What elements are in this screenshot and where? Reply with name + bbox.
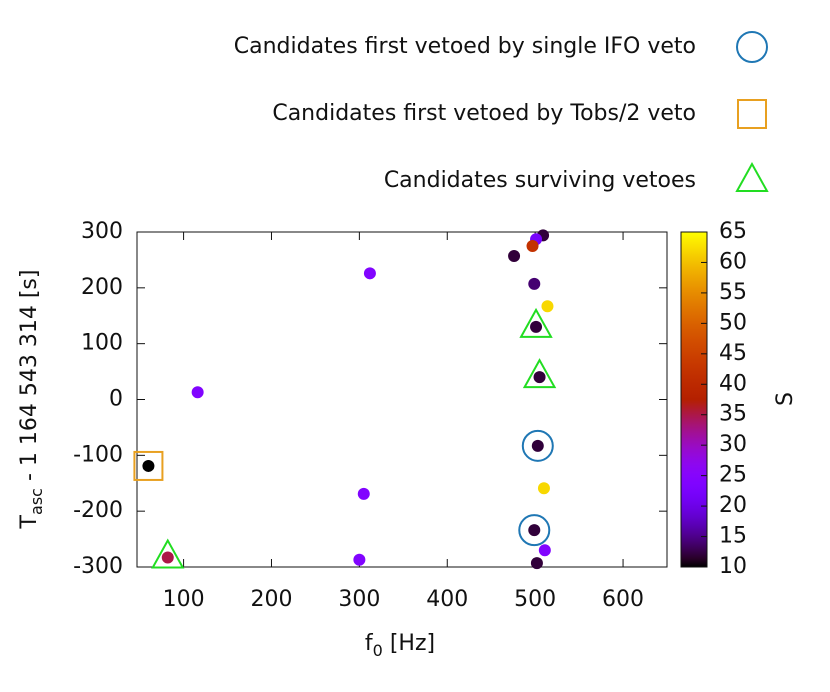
x-label-main: f [365, 631, 374, 656]
x-axis-label: f0 [Hz] [365, 631, 435, 660]
y-tick-label: -200 [73, 498, 123, 523]
point [533, 371, 546, 384]
x-tick-label: 300 [338, 587, 380, 612]
x-tick-label: 400 [426, 587, 468, 612]
legend-label: Candidates surviving vetoes [384, 168, 696, 193]
colorbar-tick-label: 15 [719, 524, 747, 549]
point [357, 487, 370, 500]
y-tick-label: 200 [81, 275, 123, 300]
veto-marker [521, 429, 554, 462]
colorbar-tick-label: 65 [719, 219, 747, 244]
colorbar-tick-label: 20 [719, 493, 747, 518]
y-tick-label: 100 [81, 331, 123, 356]
point [528, 277, 541, 290]
legend-symbol [737, 99, 767, 129]
colorbar-tick-label: 30 [719, 432, 747, 457]
colorbar-label: S [773, 392, 798, 406]
colorbar-tick-label: 25 [719, 463, 747, 488]
colorbar-tick-label: 35 [719, 402, 747, 427]
x-label-sub: 0 [373, 641, 383, 660]
y-tick-label: -300 [73, 554, 123, 579]
veto-marker [133, 450, 164, 481]
legend-symbol [736, 31, 768, 63]
y-label-rest: - 1 164 543 314 [s] [17, 270, 42, 489]
veto-marker [518, 514, 551, 547]
point [508, 250, 521, 263]
x-tick-label: 100 [163, 587, 205, 612]
x-label-rest: [Hz] [383, 631, 435, 656]
point [530, 557, 543, 570]
x-tick-label: 500 [514, 587, 556, 612]
point [353, 553, 366, 566]
point [531, 439, 544, 452]
y-axis-label: Tasc - 1 164 543 314 [s] [17, 270, 46, 530]
point [538, 544, 551, 557]
colorbar-tick-label: 45 [719, 341, 747, 366]
point [142, 459, 155, 472]
y-label-main: T [17, 514, 42, 529]
colorbar-tick-label: 40 [719, 371, 747, 396]
legend-symbol [735, 161, 769, 192]
point [191, 386, 204, 399]
y-tick-label: 0 [109, 387, 123, 412]
point [530, 320, 543, 333]
y-tick-label: 300 [81, 219, 123, 244]
colorbar-tick-label: 50 [719, 310, 747, 335]
legend-label: Candidates first vetoed by Tobs/2 veto [272, 101, 696, 126]
plot-frame [136, 231, 668, 568]
colorbar-tick-label: 55 [719, 280, 747, 305]
point [537, 482, 550, 495]
point [541, 300, 554, 313]
point [161, 551, 174, 564]
colorbar-tick-label: 10 [719, 554, 747, 579]
colorbar-tick-label: 60 [719, 249, 747, 274]
y-label-sub: asc [27, 488, 46, 515]
x-tick-label: 200 [250, 587, 292, 612]
point [526, 239, 539, 252]
veto-marker [151, 538, 185, 569]
x-tick-label: 600 [602, 587, 644, 612]
point [363, 267, 376, 280]
point [528, 524, 541, 537]
veto-marker [522, 358, 557, 389]
colorbar [680, 231, 708, 568]
veto-marker [519, 307, 553, 338]
y-tick-label: -100 [73, 442, 123, 467]
legend-label: Candidates first vetoed by single IFO ve… [234, 34, 696, 59]
